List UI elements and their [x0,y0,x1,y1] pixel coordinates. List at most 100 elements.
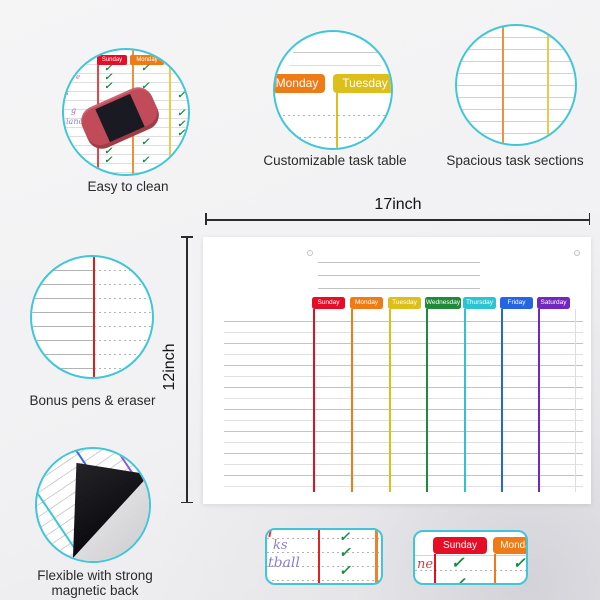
detail-box-tasks: ks tball ✓ ✓ ✓ [265,528,383,585]
caption-easy-to-clean: Easy to clean [87,179,169,194]
caption-line: magnetic back [51,583,139,598]
feature-circle-easy-clean: Sunday Monday e s g iano ✓ ✓ ✓ ✓ ✓ ✓ ✓ ✓… [62,48,190,176]
dimension-tick [181,501,193,503]
handwriting-task: ks [273,538,288,553]
dotted-ruled-line [94,368,152,369]
caption-line: Flexible with strong [37,568,153,583]
day-column-line-friday [501,309,503,492]
dotted-ruled-line [267,566,381,567]
check-icon: ✓ [141,155,150,166]
check-icon: ✓ [141,63,150,74]
caption-flexible-magnetic: Flexible with strong magnetic back [15,568,175,598]
check-icon: ✓ [104,72,113,83]
check-icon: ✓ [177,119,186,130]
check-icon: ✓ [177,90,186,101]
dotted-ruled-line [94,284,152,285]
check-icon: ✓ [451,555,465,572]
handwriting-fragment: iano [66,117,84,126]
day-tab-monday: Monday [275,74,325,93]
column-end-line [575,309,576,492]
ruled-lines [32,257,94,377]
dotted-ruled-line [94,270,152,271]
dotted-ruled-line [94,340,152,341]
day-tab-monday: Monday [130,55,164,65]
pen-stroke [268,530,272,538]
check-icon: ✓ [177,72,186,83]
caption-spacious-task-sections: Spacious task sections [446,153,584,168]
ruled-line [289,65,381,66]
day-tab-monday: Monday [493,537,526,554]
whiteboard: Sunday Monday Tuesday Wednesday Thursday… [203,237,591,504]
title-line [318,275,480,276]
red-pen-line [93,257,95,377]
feature-circle-spacious [455,24,577,146]
column-line-yellow [547,26,549,144]
title-line [318,288,480,289]
width-dimension-label: 17inch [374,196,422,213]
detail-box-days: Sunday Monday ne ✓ ✓ ✓ [413,530,528,585]
check-icon: ✓ [339,529,350,544]
dotted-ruled-line [289,137,381,138]
handwriting-fragment: e [76,73,81,81]
check-icon: ✓ [104,155,113,166]
dimension-tick [181,236,193,238]
column-line-yellow [336,93,338,148]
feature-circle-bonus [30,255,154,379]
day-column-line-thursday [464,309,466,492]
check-icon: ✓ [339,544,351,560]
check-icon: ✓ [104,146,113,157]
handwriting-fragment: g [71,106,77,115]
dimension-tick [205,213,207,225]
ruled-lines [457,26,575,144]
day-column-line-sunday [313,309,315,492]
dotted-ruled-line [94,312,152,313]
feature-circle-customizable: Monday Tuesday [273,30,393,150]
width-dimension-line [205,219,590,221]
day-tab-thursday: Thursday [463,297,496,309]
handwriting-task: tball [268,555,300,571]
check-icon: ✓ [141,81,150,92]
check-icon: ✓ [104,63,113,74]
ruled-line [293,52,377,53]
caption-customizable-task-table: Customizable task table [263,153,407,168]
dimension-tick [588,213,590,225]
check-icon: ✓ [339,562,351,578]
check-icon: ✓ [177,108,186,119]
handwriting-fragment: s [65,89,69,97]
day-tab-tuesday: Tuesday [388,297,421,309]
day-tab-monday: Monday [350,297,383,309]
dotted-ruled-line [283,115,387,116]
title-line [318,262,480,263]
ruled-line [415,555,526,556]
day-column-line-saturday [538,309,540,492]
dotted-ruled-line [94,326,152,327]
day-tab-tuesday: Tuesday [333,74,391,93]
day-tab-sunday: Sunday [312,297,345,309]
mounting-hole [307,250,313,256]
column-line-orange [375,530,378,583]
column-line-orange [502,26,504,144]
day-column-line-tuesday [389,309,391,492]
dotted-ruled-line [267,552,381,553]
height-dimension-label: 12inch [161,343,178,391]
day-tab-wednesday: Wednesday [425,297,461,309]
mounting-hole [574,250,580,256]
dotted-ruled-line [267,580,381,581]
height-dimension-line [186,237,188,503]
day-column-line-wednesday [426,309,428,492]
day-tab-sunday: Sunday [97,55,127,65]
check-icon: ✓ [104,81,113,92]
day-tab-sunday: Sunday [433,537,487,554]
check-icon: ✓ [453,575,466,585]
feature-circle-flexible [35,447,151,563]
day-column-line-monday [494,554,496,583]
ruled-lines [224,311,583,495]
dotted-ruled-line [415,570,526,571]
dotted-ruled-line [94,298,152,299]
caption-bonus-pens-eraser: Bonus pens & eraser [29,393,156,408]
handwriting-note: ne [417,557,434,572]
check-icon: ✓ [513,555,526,572]
column-line-red [318,530,320,583]
day-column-line-monday [351,309,353,492]
